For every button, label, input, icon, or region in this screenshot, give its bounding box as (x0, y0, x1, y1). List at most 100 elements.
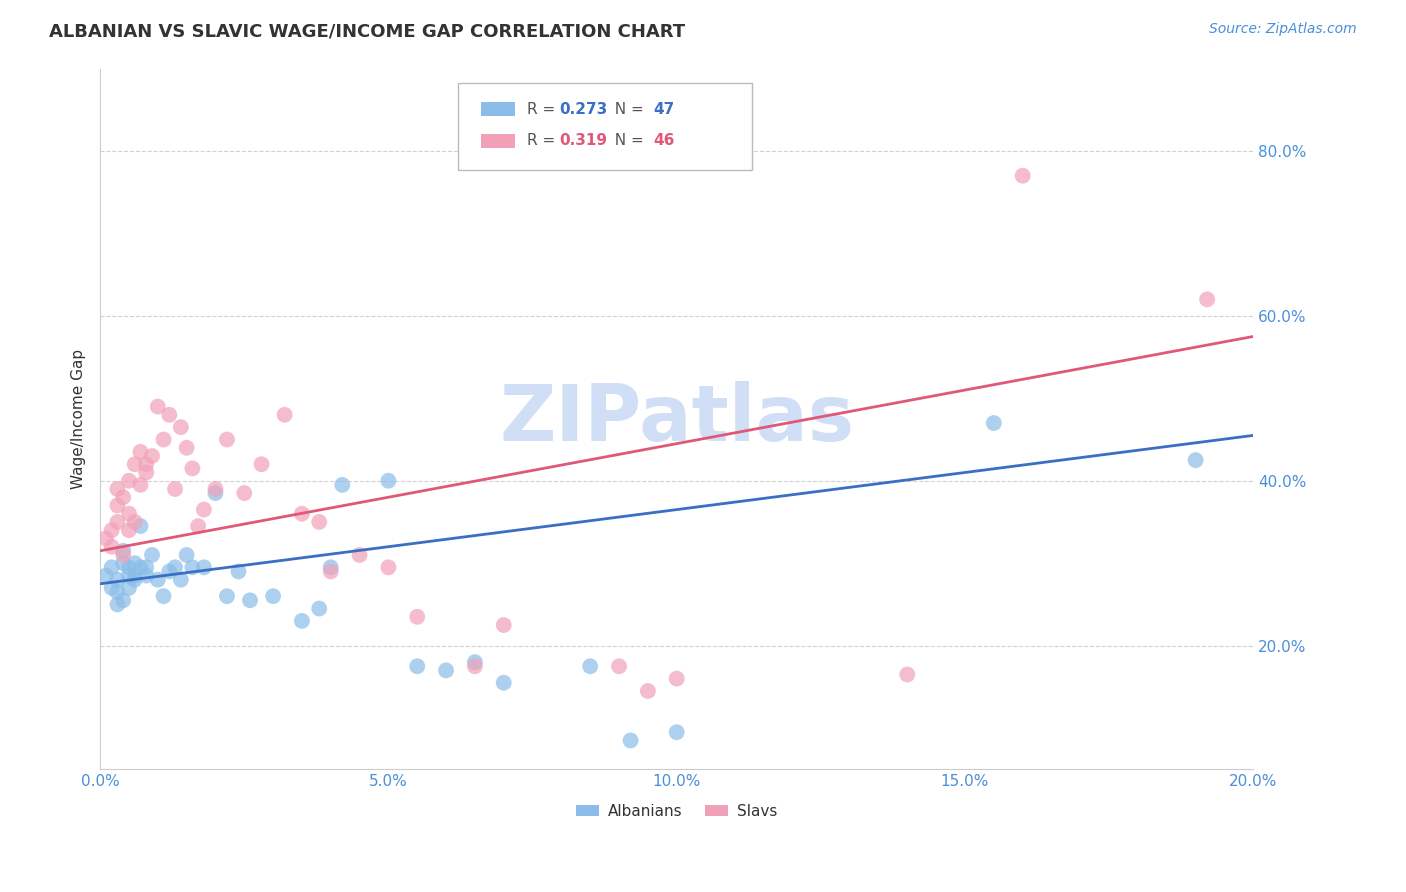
Albanians (181, 560, 204, 574)
Slavs (896, 667, 918, 681)
Albanians (308, 601, 330, 615)
Albanians (215, 589, 238, 603)
Slavs (141, 449, 163, 463)
Text: R =: R = (527, 102, 560, 117)
Albanians (135, 560, 157, 574)
Albanians (100, 560, 122, 574)
Albanians (319, 560, 342, 574)
Slavs (187, 519, 209, 533)
Albanians (118, 560, 141, 574)
Slavs (124, 515, 146, 529)
Slavs (349, 548, 371, 562)
Albanians (1184, 453, 1206, 467)
Albanians (152, 589, 174, 603)
Slavs (170, 420, 193, 434)
Text: 0.273: 0.273 (560, 102, 607, 117)
Legend: Albanians, Slavs: Albanians, Slavs (569, 797, 785, 825)
Slavs (112, 548, 135, 562)
Albanians (434, 664, 457, 678)
Slavs (118, 523, 141, 537)
Albanians (193, 560, 215, 574)
Albanians (129, 560, 152, 574)
Slavs (94, 532, 117, 546)
Albanians (165, 560, 187, 574)
Albanians (112, 593, 135, 607)
Slavs (129, 445, 152, 459)
FancyBboxPatch shape (481, 103, 515, 116)
Slavs (152, 433, 174, 447)
Albanians (170, 573, 193, 587)
Slavs (146, 400, 169, 414)
Albanians (239, 593, 262, 607)
Albanians (141, 548, 163, 562)
Albanians (107, 573, 129, 587)
Albanians (135, 568, 157, 582)
Text: ZIPatlas: ZIPatlas (499, 381, 855, 457)
Albanians (228, 565, 250, 579)
Slavs (135, 457, 157, 471)
Albanians (112, 544, 135, 558)
Slavs (181, 461, 204, 475)
Slavs (100, 540, 122, 554)
Slavs (319, 565, 342, 579)
Y-axis label: Wage/Income Gap: Wage/Income Gap (72, 349, 86, 489)
Slavs (308, 515, 330, 529)
Slavs (193, 502, 215, 516)
Slavs (1197, 293, 1219, 307)
Albanians (94, 568, 117, 582)
Slavs (233, 486, 256, 500)
Slavs (100, 523, 122, 537)
Slavs (406, 609, 429, 624)
Text: N =: N = (605, 102, 648, 117)
Slavs (165, 482, 187, 496)
Text: Source: ZipAtlas.com: Source: ZipAtlas.com (1209, 22, 1357, 37)
Albanians (619, 733, 641, 747)
Slavs (464, 659, 486, 673)
Albanians (464, 655, 486, 669)
FancyBboxPatch shape (481, 134, 515, 148)
Slavs (1011, 169, 1033, 183)
Text: 0.319: 0.319 (560, 133, 607, 148)
Albanians (146, 573, 169, 587)
Text: 47: 47 (654, 102, 675, 117)
Slavs (118, 474, 141, 488)
Slavs (157, 408, 180, 422)
Albanians (204, 486, 226, 500)
Albanians (291, 614, 314, 628)
Albanians (377, 474, 399, 488)
Albanians (129, 519, 152, 533)
Albanians (118, 581, 141, 595)
Slavs (665, 672, 688, 686)
Slavs (377, 560, 399, 574)
Albanians (665, 725, 688, 739)
Albanians (330, 478, 353, 492)
Slavs (107, 482, 129, 496)
Albanians (107, 585, 129, 599)
Slavs (135, 466, 157, 480)
Albanians (262, 589, 284, 603)
Albanians (100, 581, 122, 595)
Albanians (124, 556, 146, 570)
Slavs (637, 684, 659, 698)
Text: R =: R = (527, 133, 560, 148)
Slavs (215, 433, 238, 447)
Text: ALBANIAN VS SLAVIC WAGE/INCOME GAP CORRELATION CHART: ALBANIAN VS SLAVIC WAGE/INCOME GAP CORRE… (49, 22, 685, 40)
Albanians (983, 416, 1005, 430)
Albanians (176, 548, 198, 562)
Slavs (250, 457, 273, 471)
Albanians (406, 659, 429, 673)
Slavs (118, 507, 141, 521)
Slavs (204, 482, 226, 496)
Albanians (124, 568, 146, 582)
Albanians (579, 659, 602, 673)
Slavs (492, 618, 515, 632)
Albanians (492, 675, 515, 690)
Albanians (157, 565, 180, 579)
Slavs (107, 499, 129, 513)
Albanians (107, 598, 129, 612)
Albanians (118, 568, 141, 582)
Slavs (291, 507, 314, 521)
Slavs (176, 441, 198, 455)
Slavs (107, 515, 129, 529)
Slavs (273, 408, 295, 422)
